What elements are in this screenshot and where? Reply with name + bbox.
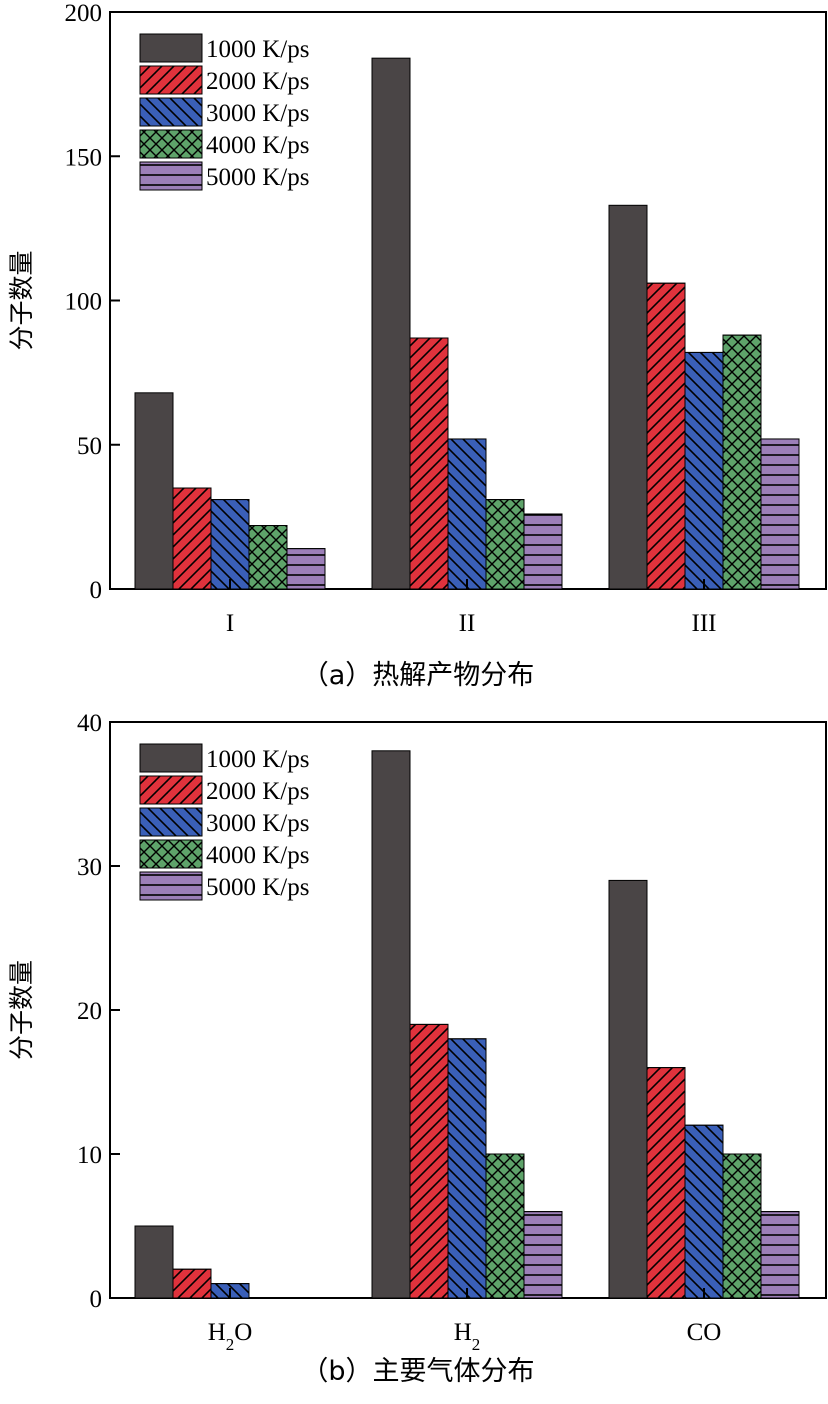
bar-h2-series-5-hatch xyxy=(523,1211,563,1299)
bar-iii-series-3-hatch xyxy=(684,351,724,590)
legend-swatch-hatch-4 xyxy=(139,839,203,869)
legend-swatch-1 xyxy=(139,743,203,773)
y-tick-label: 150 xyxy=(65,144,103,171)
y-axis-label: 分子数量 xyxy=(7,250,36,350)
legend-swatch-hatch-3 xyxy=(139,97,203,127)
bar-iii-series-2-hatch xyxy=(646,282,686,590)
y-tick-label: 0 xyxy=(90,577,103,604)
x-tick-label: H2 xyxy=(454,1319,481,1354)
bar-h2o-series-1 xyxy=(134,1225,174,1299)
legend-label-4: 4000 K/ps xyxy=(206,132,309,159)
bar-i-series-4-hatch xyxy=(248,525,288,590)
bar-ii-series-4-hatch xyxy=(485,499,525,590)
bar-iii-series-5-hatch xyxy=(760,438,800,590)
figure-caption: （b）主要气体分布 xyxy=(301,1356,534,1387)
legend-swatch-hatch-3 xyxy=(139,807,203,837)
bar-co-series-2-hatch xyxy=(646,1067,686,1299)
legend-swatch-hatch-5 xyxy=(139,871,203,901)
y-axis-label: 分子数量 xyxy=(7,960,36,1060)
bar-i-series-3-hatch xyxy=(210,499,250,590)
bar-h2-series-1 xyxy=(371,750,411,1299)
legend-label-1: 1000 K/ps xyxy=(206,36,309,63)
legend-swatch-hatch-4 xyxy=(139,129,203,159)
legend-swatch-hatch-5 xyxy=(139,161,203,191)
y-tick-label: 0 xyxy=(90,1286,103,1313)
x-tick-label: CO xyxy=(687,1319,722,1346)
chart-panel-b: 0 10 20 30 40 分子数量 H2O H2 CO 1000 K/ps 2000 K/ps 30… xyxy=(7,710,827,1387)
bar-h2-series-2-hatch xyxy=(409,1023,449,1299)
bar-i-series-1 xyxy=(134,392,174,590)
legend-label-4: 4000 K/ps xyxy=(206,842,309,869)
legend-label-2: 2000 K/ps xyxy=(206,778,309,805)
x-tick-label: III xyxy=(692,610,717,637)
legend-label-3: 3000 K/ps xyxy=(206,100,309,127)
y-tick-label: 50 xyxy=(77,433,102,460)
x-tick-label: I xyxy=(226,610,234,637)
bar-co-series-5-hatch xyxy=(760,1211,800,1299)
legend-swatch-hatch-2 xyxy=(139,775,203,805)
bar-ii-series-5-hatch xyxy=(523,513,563,590)
bar-iii-series-4-hatch xyxy=(722,334,762,590)
legend-label-3: 3000 K/ps xyxy=(206,810,309,837)
bar-iii-series-1 xyxy=(608,204,648,590)
bar-ii-series-1 xyxy=(371,57,411,590)
legend-swatch-hatch-2 xyxy=(139,65,203,95)
bar-h2-series-3-hatch xyxy=(447,1038,487,1299)
y-tick-label: 30 xyxy=(77,854,102,881)
legend-label-5: 5000 K/ps xyxy=(206,164,309,191)
y-tick-label: 20 xyxy=(77,998,102,1025)
bar-h2-series-4-hatch xyxy=(485,1153,525,1299)
figure-caption: （a）热解产物分布 xyxy=(302,660,535,691)
legend-label-2: 2000 K/ps xyxy=(206,68,309,95)
bar-co-series-1 xyxy=(608,879,648,1299)
bar-ii-series-2-hatch xyxy=(409,337,449,590)
x-tick-label: II xyxy=(459,610,476,637)
y-tick-label: 40 xyxy=(77,710,102,737)
legend-swatch-1 xyxy=(139,33,203,63)
bar-i-series-2-hatch xyxy=(172,487,212,590)
bar-h2o-series-2-hatch xyxy=(172,1268,212,1299)
bar-i-series-5-hatch xyxy=(286,548,326,590)
legend-label-5: 5000 K/ps xyxy=(206,874,309,901)
y-tick-label: 10 xyxy=(77,1142,102,1169)
legend-label-1: 1000 K/ps xyxy=(206,746,309,773)
x-tick-label: H2O xyxy=(208,1319,253,1354)
bar-co-series-4-hatch xyxy=(722,1153,762,1299)
y-tick-label: 200 xyxy=(65,0,103,27)
bar-ii-series-3-hatch xyxy=(447,438,487,590)
y-tick-label: 100 xyxy=(65,289,103,316)
bar-co-series-3-hatch xyxy=(684,1124,724,1299)
